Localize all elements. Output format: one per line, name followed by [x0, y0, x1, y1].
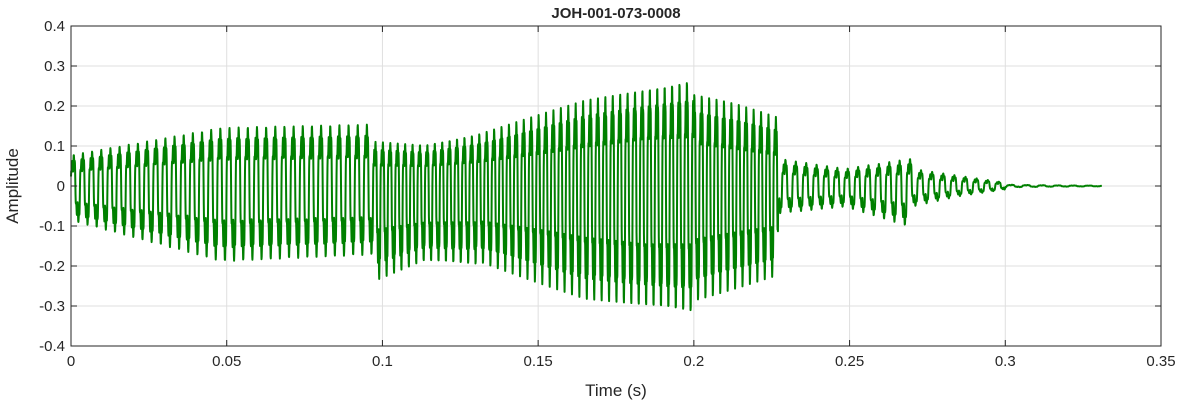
y-tick-label: -0.3	[39, 298, 65, 315]
y-tick-label: -0.2	[39, 258, 65, 275]
x-tick-label: 0.25	[835, 353, 864, 370]
ticks	[70, 25, 1162, 347]
y-tick-label: -0.4	[39, 338, 65, 355]
x-tick-label: 0.3	[995, 353, 1016, 370]
y-axis-label: Amplitude	[3, 148, 22, 224]
y-tick-label: 0.4	[44, 18, 65, 35]
x-tick-label: 0.35	[1146, 353, 1175, 370]
y-tick-label: 0.3	[44, 58, 65, 75]
x-tick-label: 0.1	[372, 353, 393, 370]
y-tick-label: 0	[57, 178, 65, 195]
x-axis-label: Time (s)	[585, 381, 647, 400]
y-tick-label: 0.1	[44, 138, 65, 155]
waveform-line	[70, 82, 1103, 312]
x-tick-label: 0.15	[524, 353, 553, 370]
y-tick-label: -0.1	[39, 218, 65, 235]
chart-title: JOH-001-073-0008	[551, 5, 680, 22]
x-tick-label: 0.2	[683, 353, 704, 370]
tick-labels: 0 0.05 0.1 0.15 0.2 0.25 0.3 0.350.40.30.20.10-…	[39, 18, 1175, 370]
x-tick-label: 0.05	[212, 353, 241, 370]
waveform-series	[70, 82, 1103, 312]
y-tick-label: 0.2	[44, 98, 65, 115]
x-tick-label: 0	[67, 353, 75, 370]
